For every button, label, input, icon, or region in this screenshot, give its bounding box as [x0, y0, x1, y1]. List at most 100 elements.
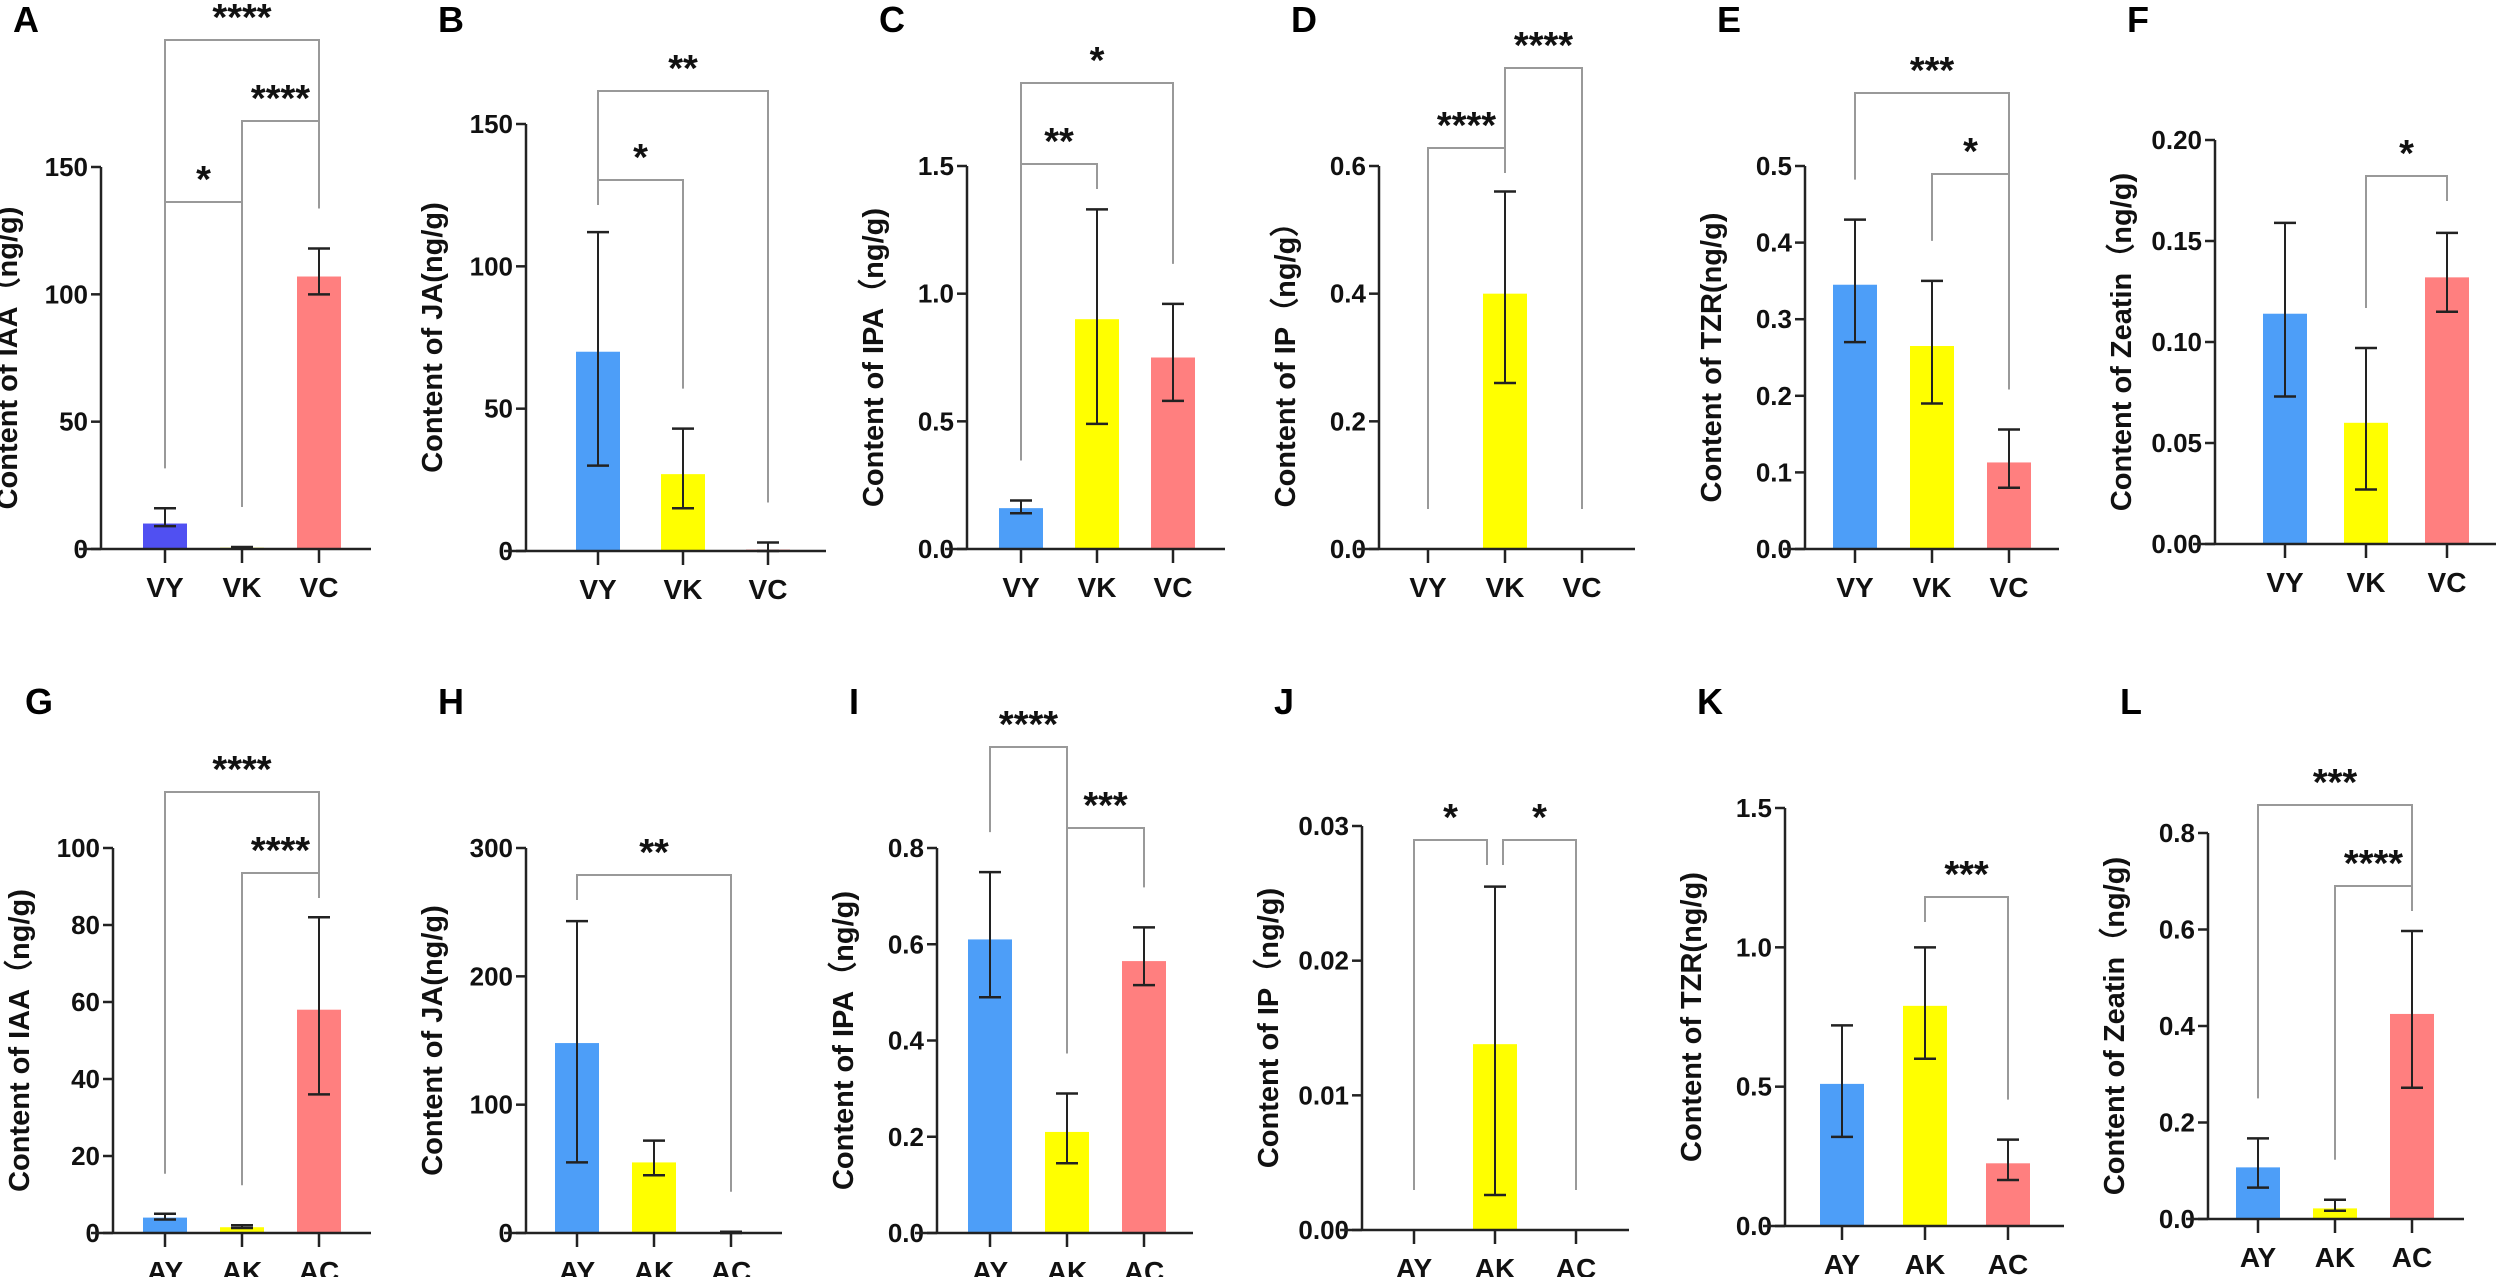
- bar-vc: [297, 276, 341, 549]
- x-tick-label: VC: [1990, 572, 2029, 603]
- panel-letter: B: [438, 0, 464, 40]
- y-tick-label: 0.03: [1298, 811, 1349, 841]
- significance-label: ****: [1437, 105, 1496, 147]
- significance-label: **: [668, 48, 698, 90]
- y-axis-label: Content of IP（ng/g）: [1269, 208, 1302, 508]
- y-tick-label: 100: [45, 279, 88, 309]
- panel-letter: F: [2127, 0, 2149, 40]
- significance-label: *: [1963, 131, 1978, 173]
- significance-label: ****: [212, 0, 271, 39]
- panel-letter: A: [13, 0, 39, 40]
- x-tick-label: VK: [664, 574, 703, 605]
- panel-letter: L: [2120, 681, 2142, 722]
- significance-bracket: [1020, 82, 1174, 461]
- significance-label: *: [196, 159, 211, 201]
- y-tick-label: 0.20: [2151, 125, 2202, 155]
- significance-label: ****: [1514, 25, 1573, 67]
- panel-letter: J: [1274, 681, 1294, 722]
- significance-label: ****: [251, 78, 310, 120]
- panel-letter: C: [879, 0, 905, 40]
- significance-bracket: [1413, 839, 1488, 1190]
- x-tick-label: VC: [2428, 567, 2467, 598]
- y-axis-label: Content of Zeatin（ng/g): [2105, 173, 2138, 511]
- significance-label: *: [1090, 40, 1105, 82]
- panel-letter: H: [438, 681, 464, 722]
- x-tick-label: VC: [1563, 572, 1602, 603]
- significance-bracket: [1427, 147, 1506, 509]
- significance-label: **: [1044, 121, 1074, 163]
- bar-vy: [999, 508, 1043, 549]
- significance-label: *: [2399, 133, 2414, 175]
- y-tick-label: 100: [470, 1090, 513, 1120]
- y-tick-label: 0.6: [888, 929, 924, 959]
- significance-bracket: [1066, 827, 1145, 1054]
- y-tick-label: 60: [71, 987, 100, 1017]
- y-tick-label: 50: [484, 394, 513, 424]
- x-tick-label: AC: [299, 1256, 339, 1277]
- y-tick-label: 0.4: [888, 1026, 925, 1056]
- y-tick-label: 80: [71, 910, 100, 940]
- y-axis-label: Content of JA(ng/g): [417, 905, 449, 1176]
- y-tick-label: 150: [45, 152, 88, 182]
- bar-vy: [143, 523, 187, 549]
- y-axis-label: Content of IPA（ng/g): [857, 208, 890, 507]
- y-tick-label: 150: [470, 109, 513, 139]
- significance-label: ***: [1944, 854, 1989, 896]
- y-tick-label: 0.4: [2159, 1011, 2196, 1041]
- x-tick-label: AC: [1556, 1253, 1596, 1277]
- y-tick-label: 0.05: [2151, 428, 2202, 458]
- bar-ak: [2313, 1208, 2357, 1219]
- y-axis-label: Content of IPA（ng/g): [827, 891, 860, 1190]
- y-tick-label: 0.6: [2159, 915, 2195, 945]
- y-tick-label: 0.2: [2159, 1108, 2195, 1138]
- y-tick-label: 50: [59, 407, 88, 437]
- x-tick-label: AC: [1988, 1249, 2028, 1277]
- significance-bracket: [241, 872, 320, 1186]
- significance-bracket: [2365, 175, 2448, 309]
- x-tick-label: AC: [711, 1256, 751, 1277]
- y-tick-label: 0.2: [1330, 406, 1366, 436]
- significance-label: ***: [1910, 50, 1955, 92]
- y-tick-label: 100: [57, 833, 100, 863]
- y-tick-label: 0.1: [1756, 457, 1792, 487]
- y-tick-label: 0.5: [1736, 1072, 1772, 1102]
- significance-label: *: [1532, 797, 1547, 839]
- significance-label: ***: [2313, 762, 2358, 804]
- y-tick-label: 0.15: [2151, 226, 2202, 256]
- x-tick-label: VY: [146, 572, 184, 603]
- significance-label: ****: [251, 830, 310, 872]
- x-tick-label: VY: [579, 574, 617, 605]
- x-tick-label: AK: [1047, 1256, 1087, 1277]
- x-tick-label: VY: [2266, 567, 2304, 598]
- x-tick-label: VK: [223, 572, 262, 603]
- x-tick-label: AK: [634, 1256, 674, 1277]
- x-tick-label: AY: [559, 1256, 596, 1277]
- significance-bracket: [1504, 67, 1583, 509]
- x-tick-label: AK: [2315, 1242, 2355, 1273]
- y-axis-label: Content of IP（ng/g): [1252, 888, 1285, 1168]
- y-tick-label: 0.8: [888, 833, 924, 863]
- x-tick-label: AY: [1396, 1253, 1433, 1277]
- significance-bracket: [164, 39, 320, 469]
- bar-ac: [1122, 961, 1166, 1233]
- y-axis-label: Content of IAA（ng/g): [0, 207, 24, 510]
- x-tick-label: VK: [1486, 572, 1525, 603]
- x-tick-label: AK: [222, 1256, 262, 1277]
- y-axis-label: Content of TZR(ng/g): [1676, 872, 1708, 1162]
- bar-ak: [220, 1227, 264, 1233]
- x-tick-label: AC: [1124, 1256, 1164, 1277]
- y-tick-label: 0.4: [1756, 228, 1793, 258]
- significance-label: ****: [999, 704, 1058, 746]
- y-tick-label: 0.01: [1298, 1080, 1349, 1110]
- y-tick-label: 0.5: [918, 406, 954, 436]
- x-tick-label: VY: [1836, 572, 1874, 603]
- significance-bracket: [1924, 896, 2009, 1100]
- y-axis-label: Content of JA(ng/g): [417, 202, 449, 473]
- x-tick-label: VY: [1002, 572, 1040, 603]
- x-tick-label: VC: [300, 572, 339, 603]
- y-tick-label: 1.0: [1736, 932, 1772, 962]
- x-tick-label: AK: [1475, 1253, 1515, 1277]
- y-tick-label: 300: [470, 833, 513, 863]
- x-tick-label: VC: [1154, 572, 1193, 603]
